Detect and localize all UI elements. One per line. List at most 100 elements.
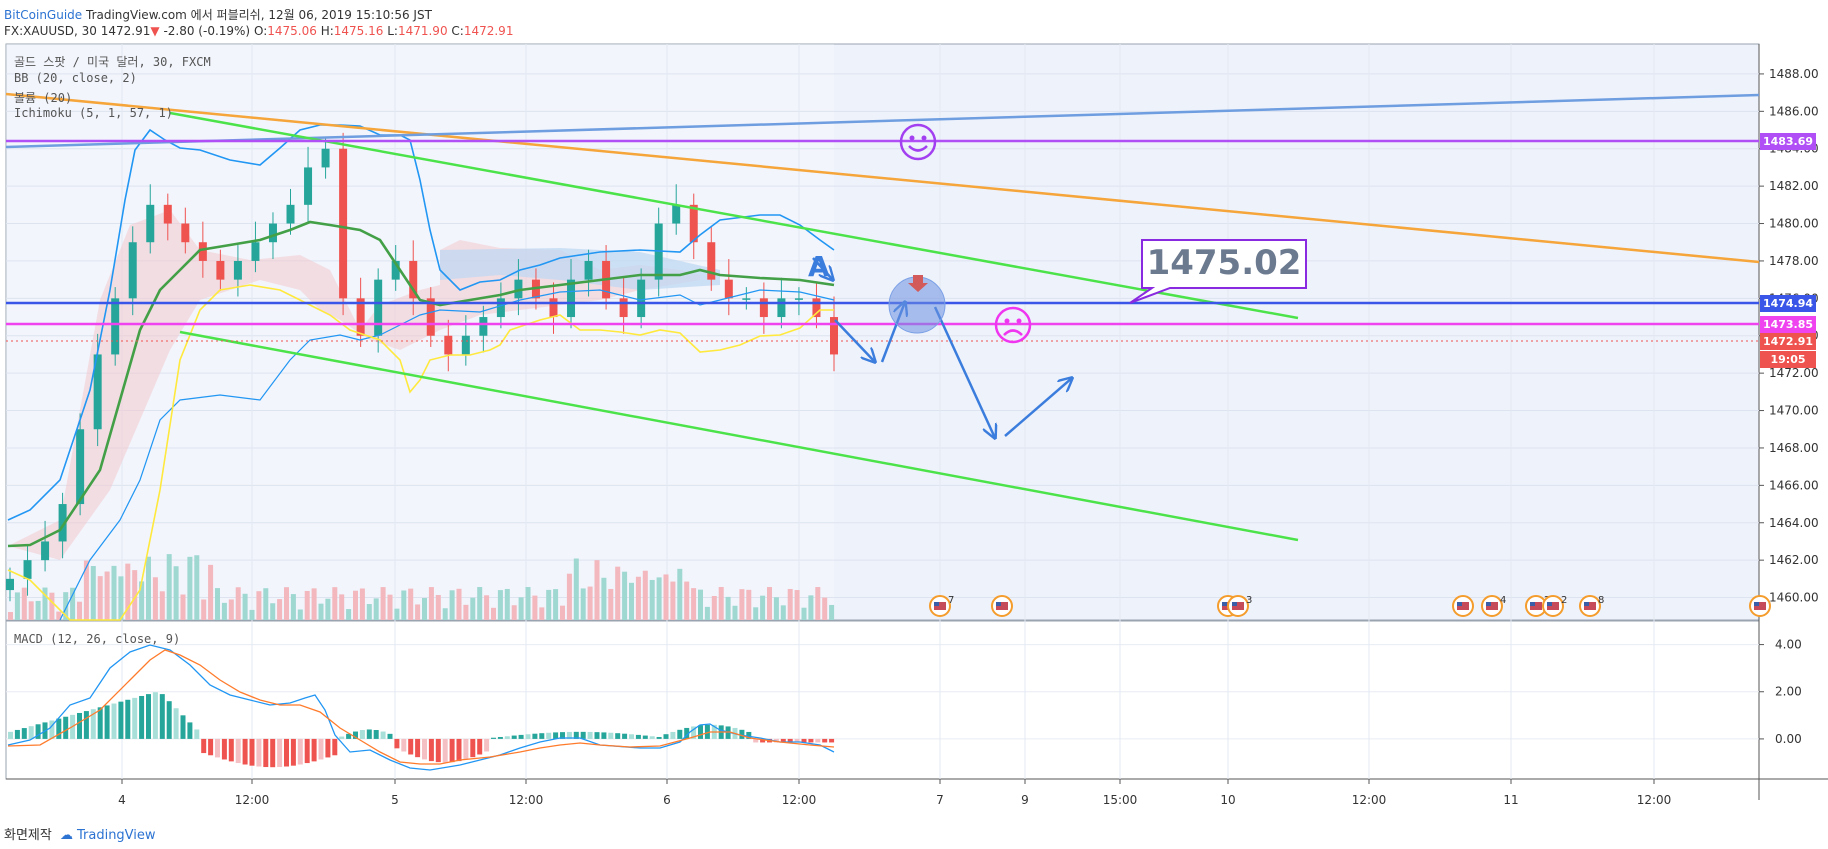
volume-bar — [511, 605, 517, 620]
green-upper-channel[interactable] — [169, 111, 1299, 320]
volume-bar — [532, 595, 538, 620]
candle-body — [23, 560, 32, 579]
economic-event-flag-icon[interactable]: 8 — [1579, 595, 1604, 617]
macd-histogram-bar — [311, 738, 317, 762]
macd-histogram-bar — [739, 729, 745, 739]
volume-bar — [318, 603, 324, 620]
macd-histogram-bar — [353, 731, 358, 739]
macd-histogram-bar — [284, 738, 289, 767]
volume-bar — [449, 590, 455, 620]
time-axis-label: 5 — [391, 793, 399, 807]
macd-histogram-bar — [173, 708, 179, 739]
volume-legend[interactable]: 볼륨 (20) — [14, 91, 73, 105]
macd-histogram-bar — [704, 724, 710, 739]
macd-histogram-bar — [635, 734, 641, 739]
economic-event-flag-icon[interactable]: 7 — [929, 595, 954, 617]
frown-emoji-icon — [994, 306, 1032, 344]
economic-event-flag-icon[interactable] — [991, 595, 1013, 617]
volume-bar — [49, 592, 55, 620]
candle-body — [198, 242, 207, 261]
volume-bar — [656, 577, 662, 620]
volume-bar — [256, 591, 262, 620]
macd-histogram-bar — [573, 731, 579, 739]
volume-bar — [104, 571, 110, 620]
candle-body — [216, 260, 225, 280]
volume-bar — [525, 587, 531, 620]
macd-histogram-bar — [511, 735, 517, 739]
macd-histogram-bar — [829, 738, 835, 743]
volume-bar — [794, 590, 800, 620]
economic-event-flag-icon[interactable]: 4 — [1481, 595, 1506, 617]
candle-body — [759, 298, 768, 318]
tradingview-brand[interactable]: TradingView — [76, 828, 156, 843]
macd-histogram-bar — [670, 731, 676, 739]
projection-arrow-3[interactable] — [933, 306, 995, 438]
macd-histogram-bar — [470, 738, 476, 758]
volume-bar — [187, 556, 193, 620]
macd-histogram-bar — [346, 733, 352, 739]
macd-histogram-bar — [684, 727, 690, 739]
macd-histogram-bar — [221, 738, 227, 760]
economic-event-flag-icon[interactable]: 2 — [1542, 595, 1567, 617]
projection-arrow-4[interactable] — [1004, 378, 1072, 437]
volume-bar — [159, 591, 165, 620]
ichimoku-cloud — [8, 210, 720, 560]
macd-histogram-bar — [815, 738, 821, 743]
macd-legend[interactable]: MACD (12, 26, close, 9) — [14, 632, 181, 646]
volume-bar — [725, 596, 731, 620]
volume-bar — [435, 594, 441, 620]
light-blue-trendline[interactable] — [5, 93, 1760, 149]
candle-body — [637, 279, 646, 318]
macd-histogram-bar — [270, 738, 276, 768]
close-value: 1472.91 — [463, 24, 514, 38]
volume-bar — [553, 589, 559, 620]
economic-event-flag-icon[interactable] — [1452, 595, 1474, 617]
macd-histogram-bar — [401, 738, 407, 752]
volume-bar — [97, 576, 103, 620]
macd-histogram-bar — [822, 738, 828, 743]
symbol-legend[interactable]: 골드 스팟 / 미국 달러, 30, FXCM — [14, 55, 211, 69]
symbol: FX:XAUUSD, 30 — [4, 24, 97, 38]
volume-bar — [428, 587, 434, 620]
candle-body — [233, 260, 242, 280]
orange-trendline[interactable] — [5, 92, 1760, 264]
macd-histogram-bar — [601, 732, 607, 739]
change: -2.80 (-0.19%) — [163, 24, 251, 38]
time-axis-label: 12:00 — [1352, 793, 1387, 807]
economic-event-flag-icon[interactable]: 3 — [1227, 595, 1252, 617]
volume-bar — [332, 587, 338, 620]
point-a-arrow[interactable] — [812, 257, 833, 280]
ichimoku-legend[interactable]: Ichimoku (5, 1, 57, 1) — [14, 106, 173, 120]
price-callout[interactable]: 1475.02 — [1129, 239, 1307, 304]
volume-bar — [670, 581, 676, 620]
macd-histogram-bar — [249, 738, 255, 766]
candle-body — [374, 279, 383, 336]
macd-histogram-bar — [387, 733, 393, 739]
projection-arrow-1[interactable] — [834, 319, 875, 362]
macd-histogram-bar — [587, 731, 593, 739]
green-lower-channel[interactable] — [179, 330, 1299, 542]
bb-legend[interactable]: BB (20, close, 2) — [14, 71, 137, 85]
volume-bar — [304, 590, 310, 620]
volume-bar — [622, 571, 628, 620]
macd-histogram-bar — [504, 736, 510, 739]
event-count: 8 — [1598, 595, 1604, 606]
time-axis-label: 7 — [936, 793, 944, 807]
volume-bar — [677, 568, 683, 620]
site-name[interactable]: BitCoinGuide — [4, 8, 83, 22]
smile-emoji-icon — [899, 123, 937, 161]
volume-bar — [28, 601, 34, 620]
volume-bar — [642, 570, 648, 620]
volume-bar — [173, 566, 179, 620]
time-axis-label: 12:00 — [509, 793, 544, 807]
price-axis-label: 1460.00 — [1769, 591, 1819, 605]
economic-event-flag-icon[interactable] — [1749, 595, 1771, 617]
volume-bar — [270, 603, 276, 620]
macd-histogram-bar — [428, 738, 434, 762]
price-tag: 19:05 — [1760, 351, 1816, 368]
volume-bar — [573, 558, 579, 620]
macd-histogram-bar — [698, 725, 703, 739]
macd-histogram-bar — [760, 738, 766, 743]
candle-body — [128, 242, 137, 299]
